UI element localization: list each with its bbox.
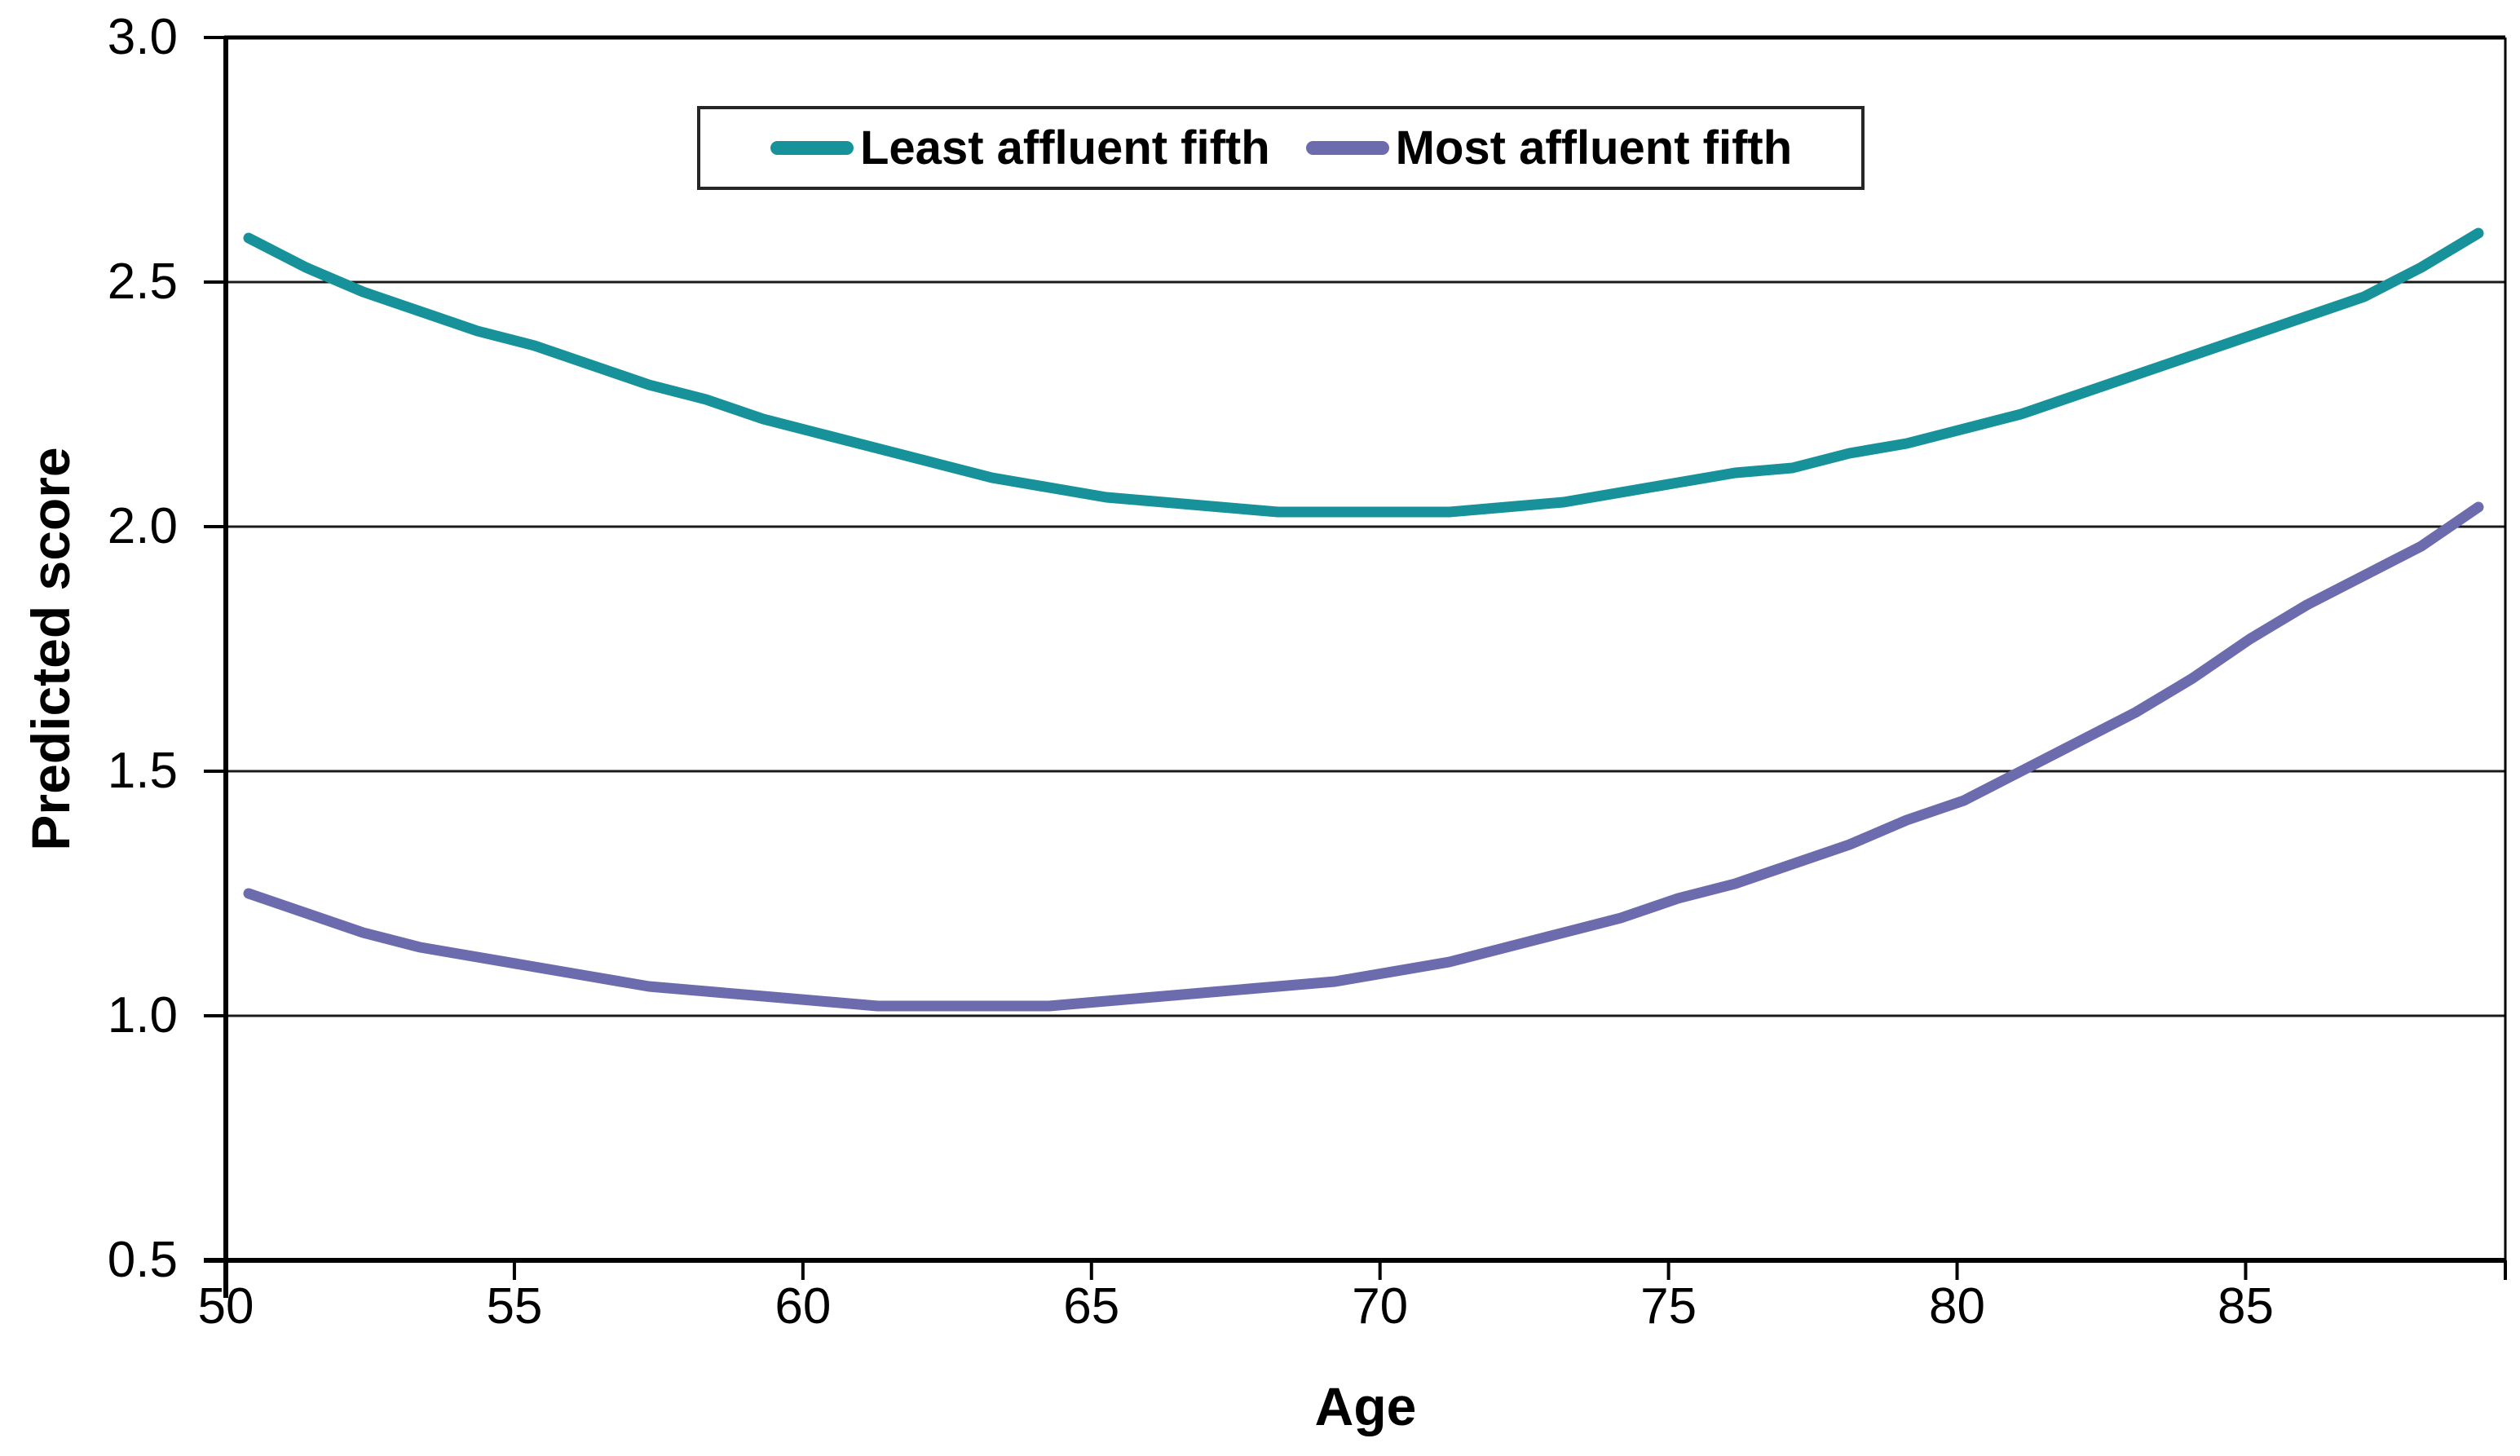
x-tick-label: 70 <box>1352 1278 1409 1335</box>
y-tick-label: 1.0 <box>107 987 178 1043</box>
y-tick-label: 2.5 <box>107 254 178 310</box>
x-tick-label: 75 <box>1640 1278 1697 1335</box>
y-tick-label: 1.5 <box>107 743 178 799</box>
x-tick-label: 80 <box>1929 1278 1986 1335</box>
legend-label-most-affluent: Most affluent fifth <box>1395 121 1793 174</box>
x-tick-label: 55 <box>486 1278 543 1335</box>
y-tick-label: 2.0 <box>107 498 178 554</box>
x-tick-label: 65 <box>1063 1278 1120 1335</box>
legend-label-least-affluent: Least affluent fifth <box>860 121 1270 174</box>
y-tick-label: 0.5 <box>107 1232 178 1288</box>
y-axis-title: Predicted score <box>20 447 81 851</box>
most-affluent-series-line <box>243 501 2484 1012</box>
legend-entry-least-affluent: Least affluent fifth <box>770 121 1270 174</box>
y-tick-label: 3.0 <box>107 9 178 65</box>
x-tick-label: 50 <box>197 1278 254 1335</box>
least-affluent-series-line <box>243 227 2484 518</box>
least-affluent-line-swatch <box>770 141 854 155</box>
most-affluent-line-swatch <box>1305 141 1389 155</box>
x-tick-label: 85 <box>2217 1278 2274 1335</box>
legend: Least affluent fifth Most affluent fifth <box>697 106 1865 190</box>
x-tick-label: 60 <box>775 1278 832 1335</box>
x-axis-title: Age <box>1314 1376 1417 1436</box>
legend-entry-most-affluent: Most affluent fifth <box>1305 121 1793 174</box>
